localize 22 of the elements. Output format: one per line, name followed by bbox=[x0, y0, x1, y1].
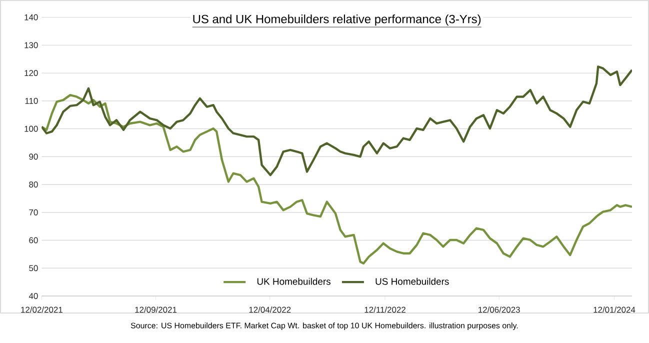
line-series bbox=[42, 66, 632, 176]
x-tick-label: 12/02/2021 bbox=[21, 306, 62, 313]
y-tick-label: 140 bbox=[24, 14, 38, 20]
legend-label: UK Homebuilders bbox=[257, 278, 330, 285]
line-series bbox=[42, 94, 632, 264]
x-tick-label: 12/04/2022 bbox=[249, 306, 291, 313]
x-tick-label: 12/06/2023 bbox=[478, 306, 520, 313]
y-tick-label: 40 bbox=[28, 293, 38, 299]
y-tick-label: 60 bbox=[29, 237, 38, 244]
chart-title: US and UK Homebuilders relative performance (3-Yrs) bbox=[193, 14, 481, 26]
y-tick-label: 70 bbox=[29, 209, 38, 216]
y-tick-label: 80 bbox=[29, 182, 38, 188]
x-tick-label: 12/11/2022 bbox=[364, 306, 406, 313]
y-tick-label: 90 bbox=[29, 154, 38, 160]
y-tick-label: 110 bbox=[25, 98, 38, 104]
legend-label: US Homebuilders bbox=[376, 278, 449, 285]
y-tick-label: 50 bbox=[29, 265, 38, 272]
y-tick-label: 120 bbox=[24, 70, 38, 76]
x-tick-label: 12/09/2021 bbox=[135, 306, 177, 313]
y-tick-label: 130 bbox=[24, 42, 38, 48]
y-tick-label: 100 bbox=[24, 126, 38, 132]
x-tick-label: 12/01/2024 bbox=[594, 306, 636, 313]
